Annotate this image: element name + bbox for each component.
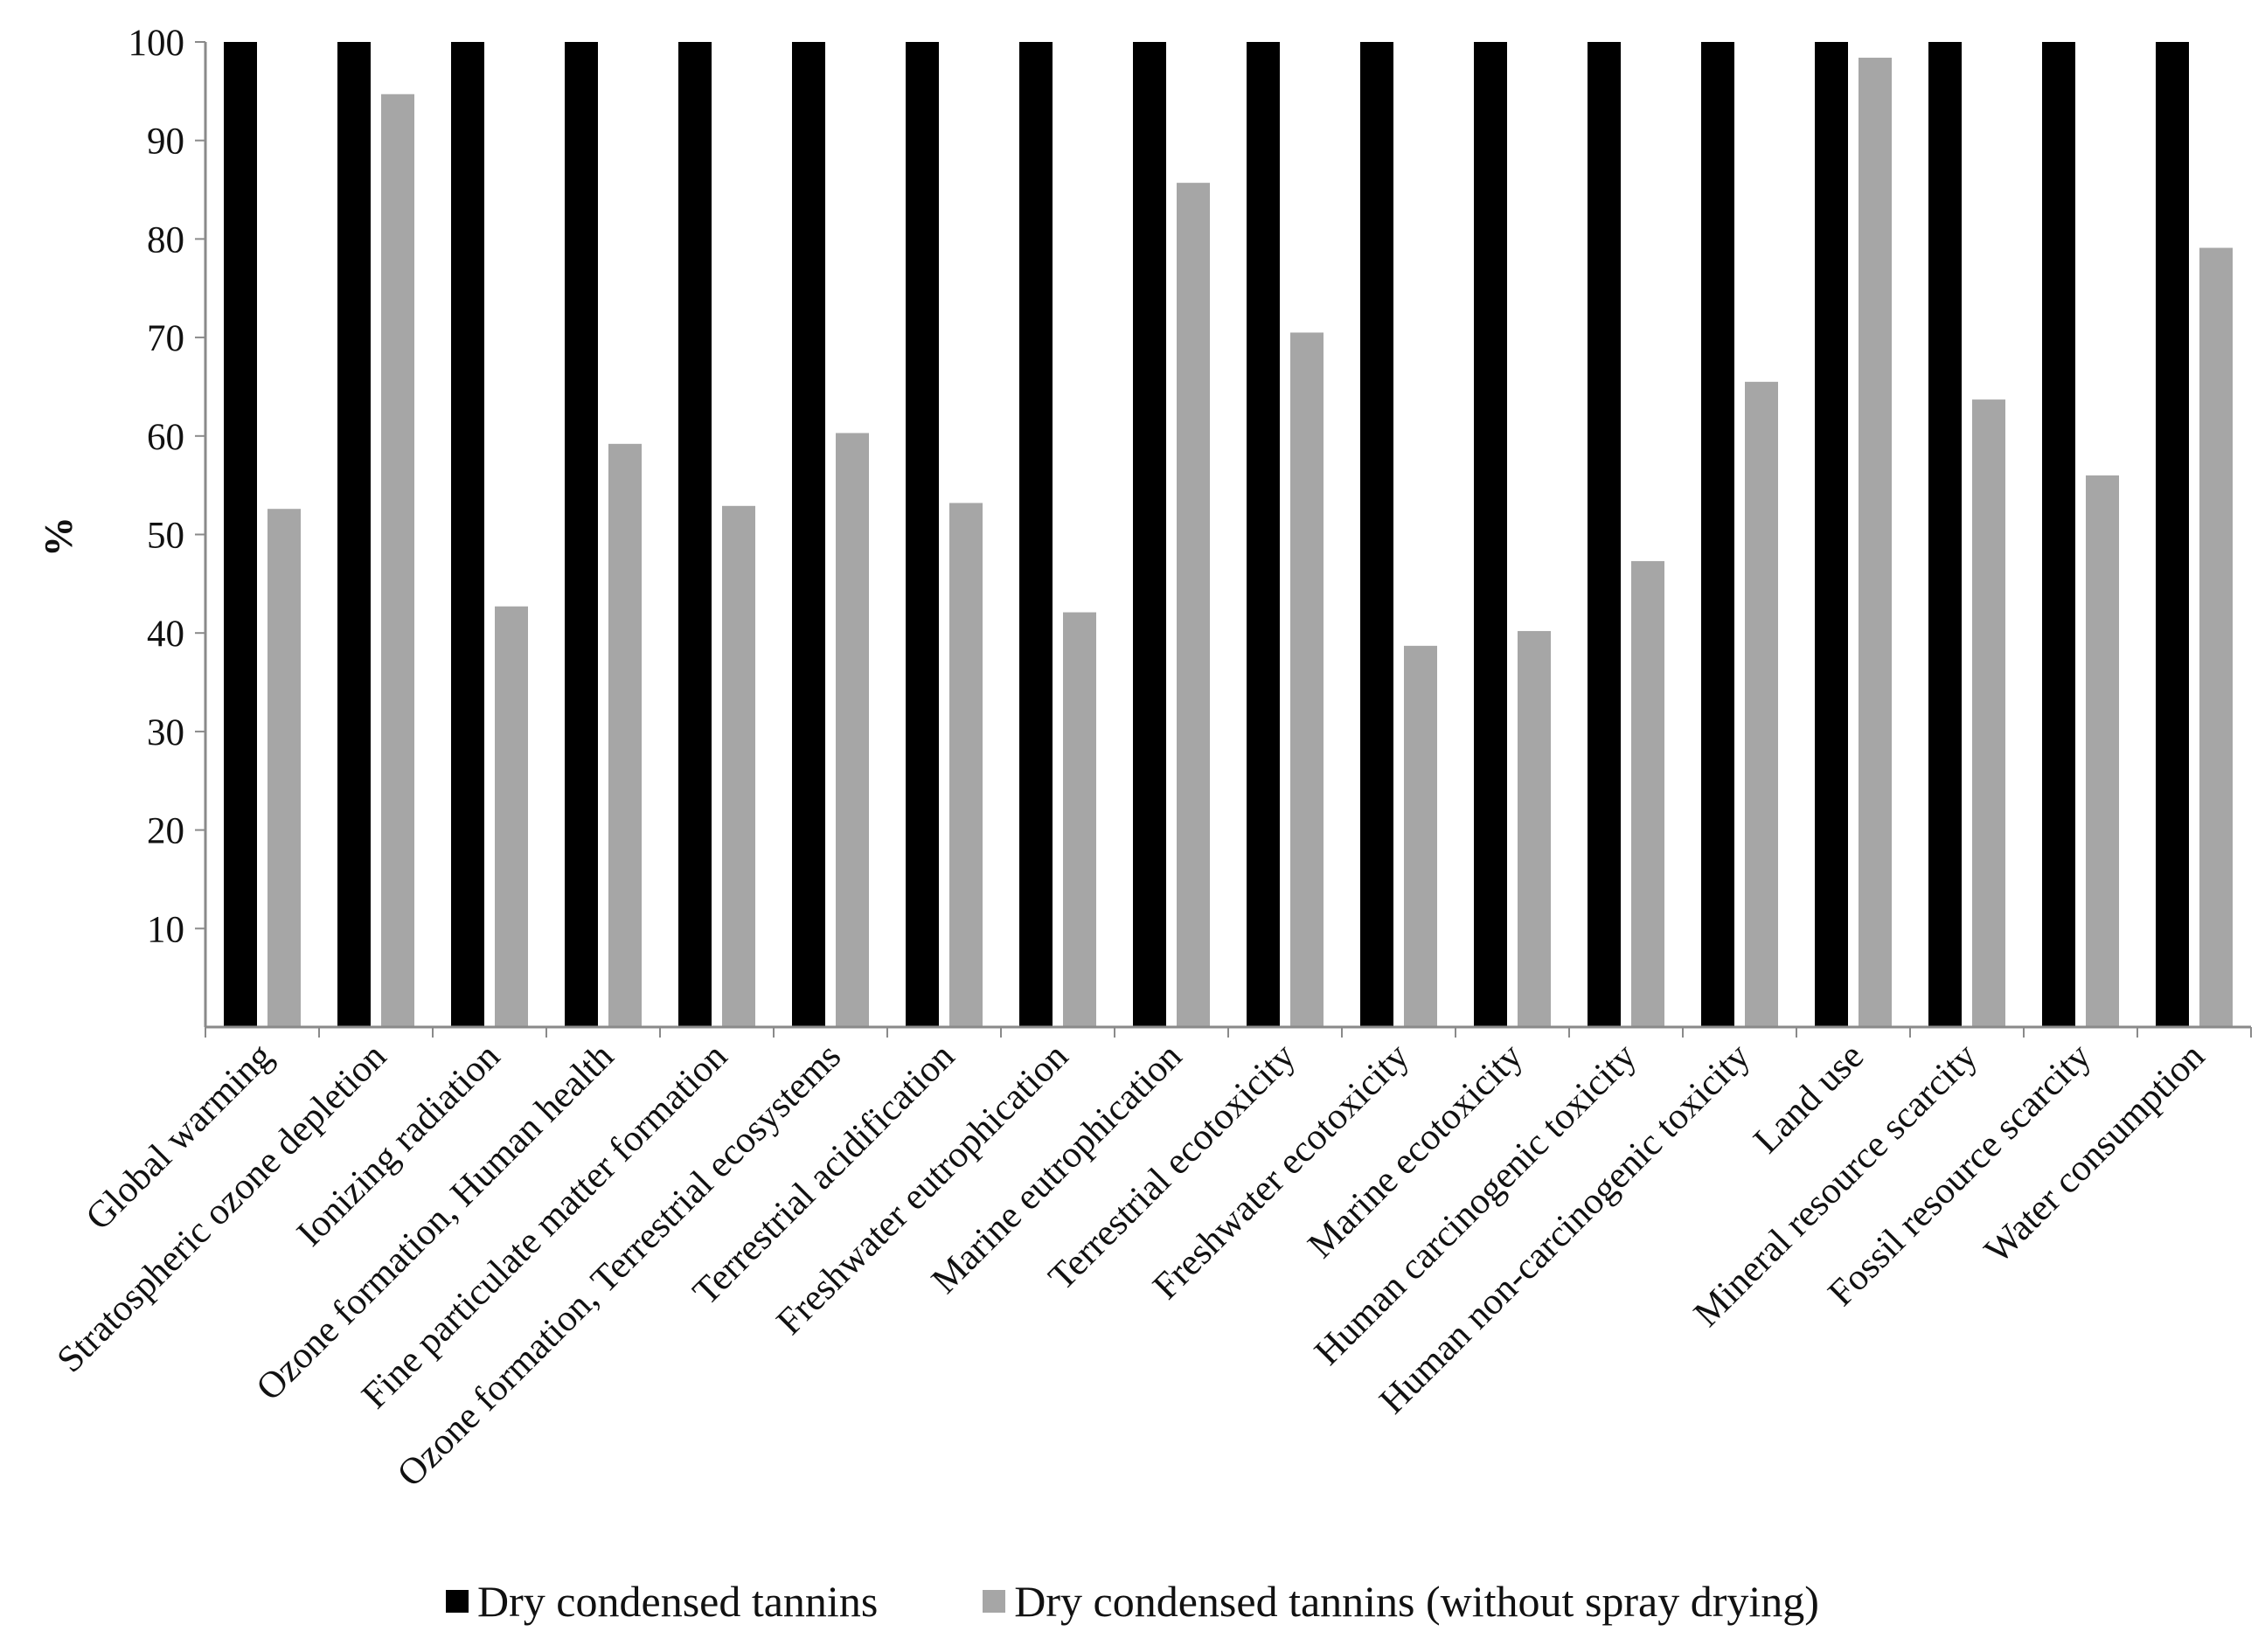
y-tick-label: 100	[129, 23, 185, 64]
y-axis-title: %	[36, 517, 80, 557]
y-tick-label: 90	[147, 121, 184, 163]
bar-without-spray-drying	[1631, 560, 1664, 1027]
bar-without-spray-drying	[267, 509, 301, 1027]
legend-item-dry-condensed-tannins: Dry condensed tannins	[446, 1576, 878, 1627]
bar-without-spray-drying	[1859, 58, 1892, 1028]
bar-without-spray-drying	[722, 505, 755, 1027]
legend-swatch-black	[446, 1590, 469, 1613]
bar-without-spray-drying	[1063, 612, 1096, 1027]
y-tick-label: 80	[147, 219, 184, 260]
bar-without-spray-drying	[949, 503, 983, 1027]
bar-without-spray-drying	[1972, 399, 2005, 1027]
bar-dry-condensed-tannins	[1701, 42, 1734, 1027]
legend-label: Dry condensed tannins	[477, 1577, 879, 1626]
y-ticks: 10 20 30 40 50 60 70 80 90 100	[129, 23, 205, 950]
bar-dry-condensed-tannins	[1815, 42, 1848, 1027]
bar-dry-condensed-tannins	[678, 42, 712, 1027]
bars	[224, 42, 2233, 1028]
bar-dry-condensed-tannins	[224, 42, 257, 1027]
legend-item-without-spray-drying: Dry condensed tannins (without spray dry…	[983, 1576, 1819, 1627]
bar-without-spray-drying	[381, 94, 414, 1028]
bar-without-spray-drying	[2086, 475, 2119, 1027]
bar-without-spray-drying	[836, 433, 869, 1027]
y-tick-label: 40	[147, 614, 184, 655]
x-tick-label: Water consumption	[1977, 1036, 2213, 1272]
bar-dry-condensed-tannins	[1019, 42, 1053, 1027]
x-tick-label: Ionizing radiation	[289, 1036, 508, 1254]
y-tick-label: 10	[147, 909, 184, 950]
bar-without-spray-drying	[1518, 630, 1551, 1027]
bar-dry-condensed-tannins	[906, 42, 939, 1027]
y-axis-title-group: %	[36, 517, 80, 557]
bar-dry-condensed-tannins	[1247, 42, 1280, 1027]
y-tick-label: 60	[147, 417, 184, 458]
legend-swatch-gray	[983, 1590, 1006, 1613]
bar-without-spray-drying	[608, 443, 642, 1027]
x-tick-label: Marine ecotoxicity	[1300, 1035, 1531, 1266]
bar-dry-condensed-tannins	[792, 42, 825, 1027]
bar-dry-condensed-tannins	[1588, 42, 1621, 1027]
y-tick-label: 30	[147, 712, 184, 753]
bar-dry-condensed-tannins	[2042, 42, 2075, 1027]
bar-dry-condensed-tannins	[337, 42, 371, 1027]
bar-without-spray-drying	[1290, 332, 1324, 1028]
bar-without-spray-drying	[495, 606, 528, 1027]
bar-dry-condensed-tannins	[2156, 42, 2189, 1027]
bar-dry-condensed-tannins	[1928, 42, 1962, 1027]
y-tick-label: 50	[147, 516, 184, 557]
legend: Dry condensed tannins Dry condensed tann…	[0, 1575, 2265, 1628]
bar-dry-condensed-tannins	[1360, 42, 1393, 1027]
y-tick-label: 20	[147, 811, 184, 852]
bar-without-spray-drying	[1745, 381, 1778, 1027]
legend-label: Dry condensed tannins (without spray dry…	[1014, 1577, 1819, 1626]
bar-dry-condensed-tannins	[565, 42, 598, 1027]
y-tick-label: 70	[147, 318, 184, 359]
bar-dry-condensed-tannins	[1474, 42, 1507, 1027]
bar-without-spray-drying	[1177, 183, 1210, 1027]
bar-without-spray-drying	[1404, 645, 1437, 1027]
bar-without-spray-drying	[2199, 247, 2233, 1028]
bar-dry-condensed-tannins	[1133, 42, 1166, 1027]
bar-dry-condensed-tannins	[451, 42, 484, 1027]
